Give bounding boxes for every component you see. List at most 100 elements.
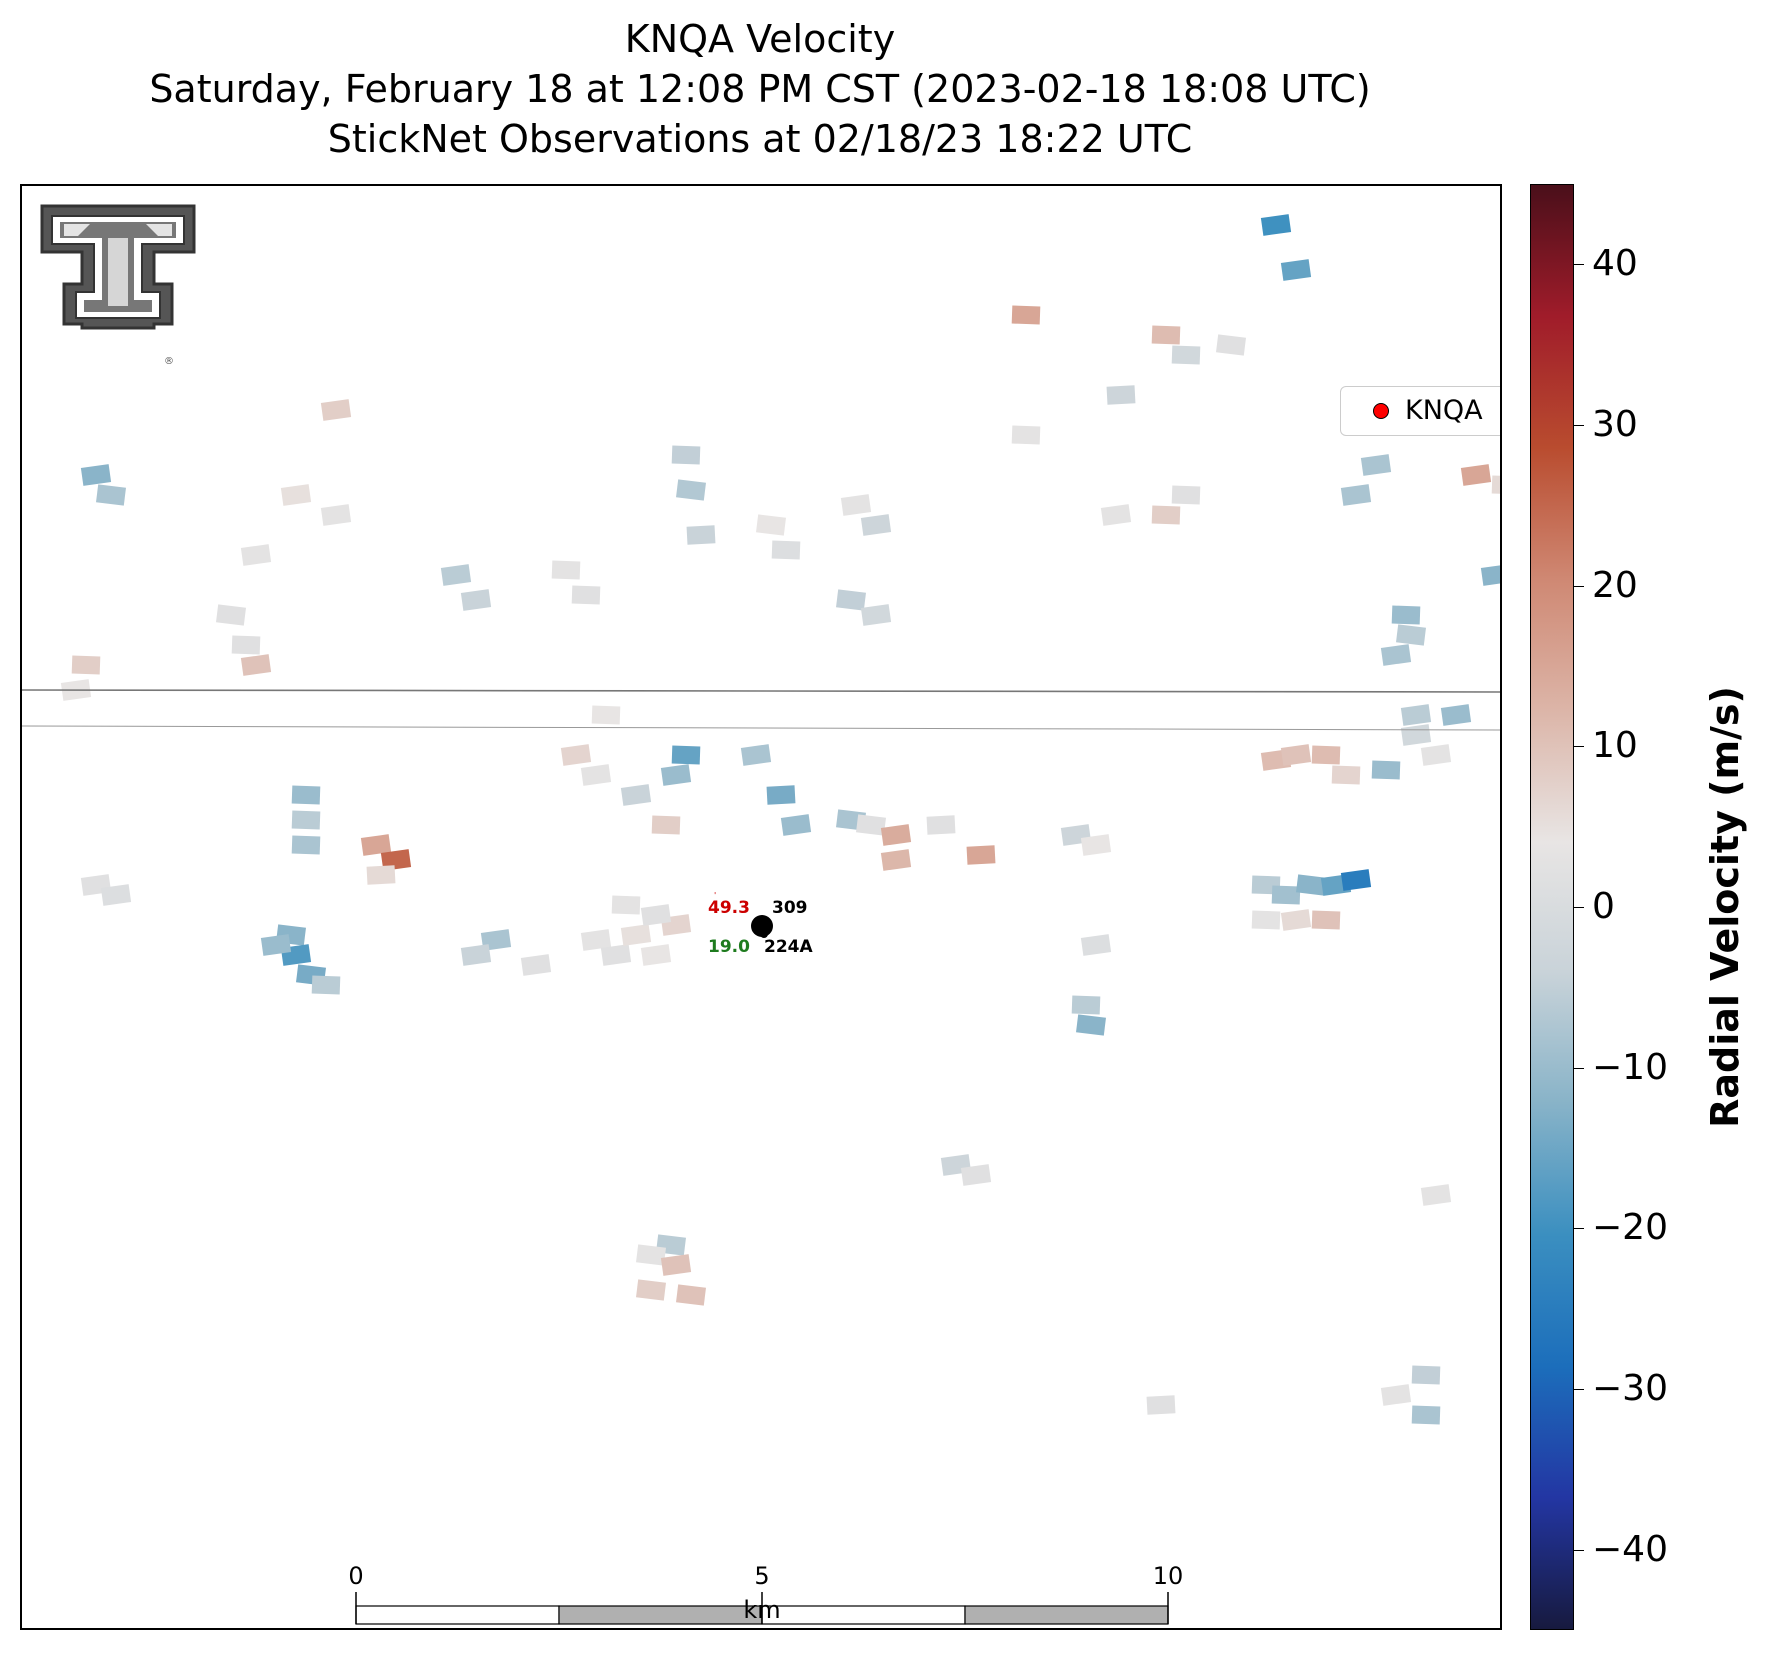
radar-velocity-bin [676, 479, 706, 501]
colorbar-tick [1574, 425, 1584, 426]
radar-velocity-bin [520, 954, 552, 976]
radar-velocity-bin [1251, 910, 1281, 930]
radar-velocity-bin [1280, 909, 1312, 931]
radar-velocity-bin [1260, 214, 1292, 236]
radar-velocity-bin [320, 399, 352, 421]
radar-velocity-bin [1071, 995, 1101, 1015]
radar-velocity-bin [1106, 385, 1136, 405]
radar-velocity-bin [660, 764, 692, 786]
radar-velocity-bin [771, 540, 801, 560]
radar-velocity-bin [1440, 704, 1472, 726]
radar-velocity-bin [1491, 475, 1500, 495]
radar-velocity-bin [551, 560, 581, 580]
colorbar-tick-label: −30 [1592, 1368, 1668, 1409]
radar-velocity-bin [460, 944, 492, 966]
radar-velocity-bin [686, 525, 716, 545]
colorbar-tick-label: 30 [1592, 404, 1638, 445]
radar-velocity-bin [636, 1279, 666, 1301]
radar-velocity-bin [1280, 744, 1312, 766]
chart-title: KNQA Velocity [624, 17, 896, 61]
radar-velocity-bin [1151, 325, 1181, 345]
radar-velocity-bin [1076, 1014, 1106, 1036]
sticknet-wind-barb-origin [760, 930, 768, 938]
radar-velocity-bin [1216, 334, 1246, 356]
radar-velocity-bin [1171, 485, 1201, 505]
radar-velocity-bin [600, 944, 632, 966]
radar-velocity-bin [1311, 910, 1341, 930]
radar-velocity-bin [1151, 505, 1181, 525]
radar-velocity-bin [1380, 1384, 1412, 1406]
scalebar-label-0: 0 [348, 1562, 364, 1590]
radar-velocity-bin [320, 504, 352, 526]
wind-barb-tick: ' [714, 891, 716, 900]
radar-velocity-bin [1371, 760, 1401, 780]
map-legend: KNQA [1340, 386, 1500, 436]
radar-velocity-bin [1100, 504, 1132, 526]
radar-velocity-bin [960, 1164, 992, 1186]
colorbar-tick [1574, 746, 1584, 748]
obs-station-id-top: 309 [772, 898, 808, 918]
obs-temperature: 49.3 [708, 898, 750, 918]
radar-velocity-bin [1311, 745, 1341, 765]
radar-velocity-bin [1400, 704, 1432, 726]
colorbar-tick-label: 40 [1592, 243, 1638, 285]
radar-velocity-bin [1400, 724, 1432, 746]
radar-velocity-bin [380, 849, 412, 871]
radar-velocity-bin [1271, 885, 1301, 905]
colorbar-tick [1574, 585, 1584, 587]
radar-velocity-bin [640, 904, 672, 926]
radar-velocity-bin [1331, 765, 1361, 785]
radar-velocity-bin [836, 589, 866, 611]
radar-velocity-bin [280, 484, 312, 506]
radar-velocity-bin [611, 895, 641, 915]
colorbar-tick-label: 10 [1592, 725, 1638, 767]
radar-velocity-bin [756, 514, 786, 536]
radar-velocity-bin [660, 1254, 692, 1276]
radar-velocity-bin [291, 785, 321, 805]
radar-velocity-bin [1460, 464, 1492, 486]
boundary-line-thin [22, 725, 1500, 731]
radar-velocity-bin [780, 814, 812, 836]
radar-velocity-bin [71, 655, 101, 675]
radar-velocity-field: ® ' [22, 204, 1500, 1625]
radar-velocity-bin [100, 884, 132, 906]
radar-velocity-bin [366, 865, 396, 885]
obs-station-id-bottom: 224A [764, 937, 813, 957]
legend-label-knqa: KNQA [1405, 395, 1483, 426]
radar-velocity-bin [651, 815, 681, 835]
radar-velocity-bin [291, 835, 321, 855]
chart-subtitle-sticknet: StickNet Observations at 02/18/23 18:22 … [327, 117, 1193, 161]
radar-velocity-bin [1080, 934, 1112, 956]
colorbar-title: Radial Velocity (m/s) [1703, 686, 1747, 1128]
radar-velocity-bin [1391, 605, 1421, 625]
radar-velocity-bin [1360, 454, 1392, 476]
radar-velocity-bin [1411, 1365, 1441, 1385]
radar-velocity-bin [766, 785, 796, 805]
radar-velocity-bin [671, 445, 701, 465]
texas-tech-logo: ® [40, 204, 196, 367]
colorbar [1530, 184, 1574, 1630]
radar-velocity-bin [676, 1284, 706, 1306]
radar-velocity-bin [231, 635, 261, 655]
radar-velocity-bin [360, 834, 392, 856]
boundary-line [22, 689, 1500, 693]
radar-velocity-bin [460, 589, 492, 611]
colorbar-tick-label: 20 [1592, 564, 1638, 606]
radar-velocity-bin [80, 464, 112, 486]
radar-velocity-bin [1011, 425, 1041, 445]
colorbar-tick [1574, 1389, 1584, 1390]
colorbar-tick [1574, 1228, 1584, 1230]
radar-velocity-bin [860, 604, 892, 626]
radar-velocity-bin [880, 824, 912, 846]
radar-velocity-bin [1420, 744, 1452, 766]
radar-map[interactable]: ® ' KNQA 49.3 309 19.0 224A 0 5 10 km [20, 184, 1502, 1630]
radar-velocity-bin [620, 784, 652, 806]
radar-velocity-bin [640, 944, 672, 966]
radar-velocity-bin [240, 654, 272, 676]
radar-velocity-bin [1171, 345, 1201, 365]
colorbar-tick-label: 0 [1592, 886, 1615, 927]
colorbar-tick-label: −10 [1592, 1046, 1668, 1088]
sticknet-station-marker [751, 915, 773, 937]
radar-velocity-bin [636, 1244, 666, 1266]
radar-velocity-bin [291, 810, 321, 830]
